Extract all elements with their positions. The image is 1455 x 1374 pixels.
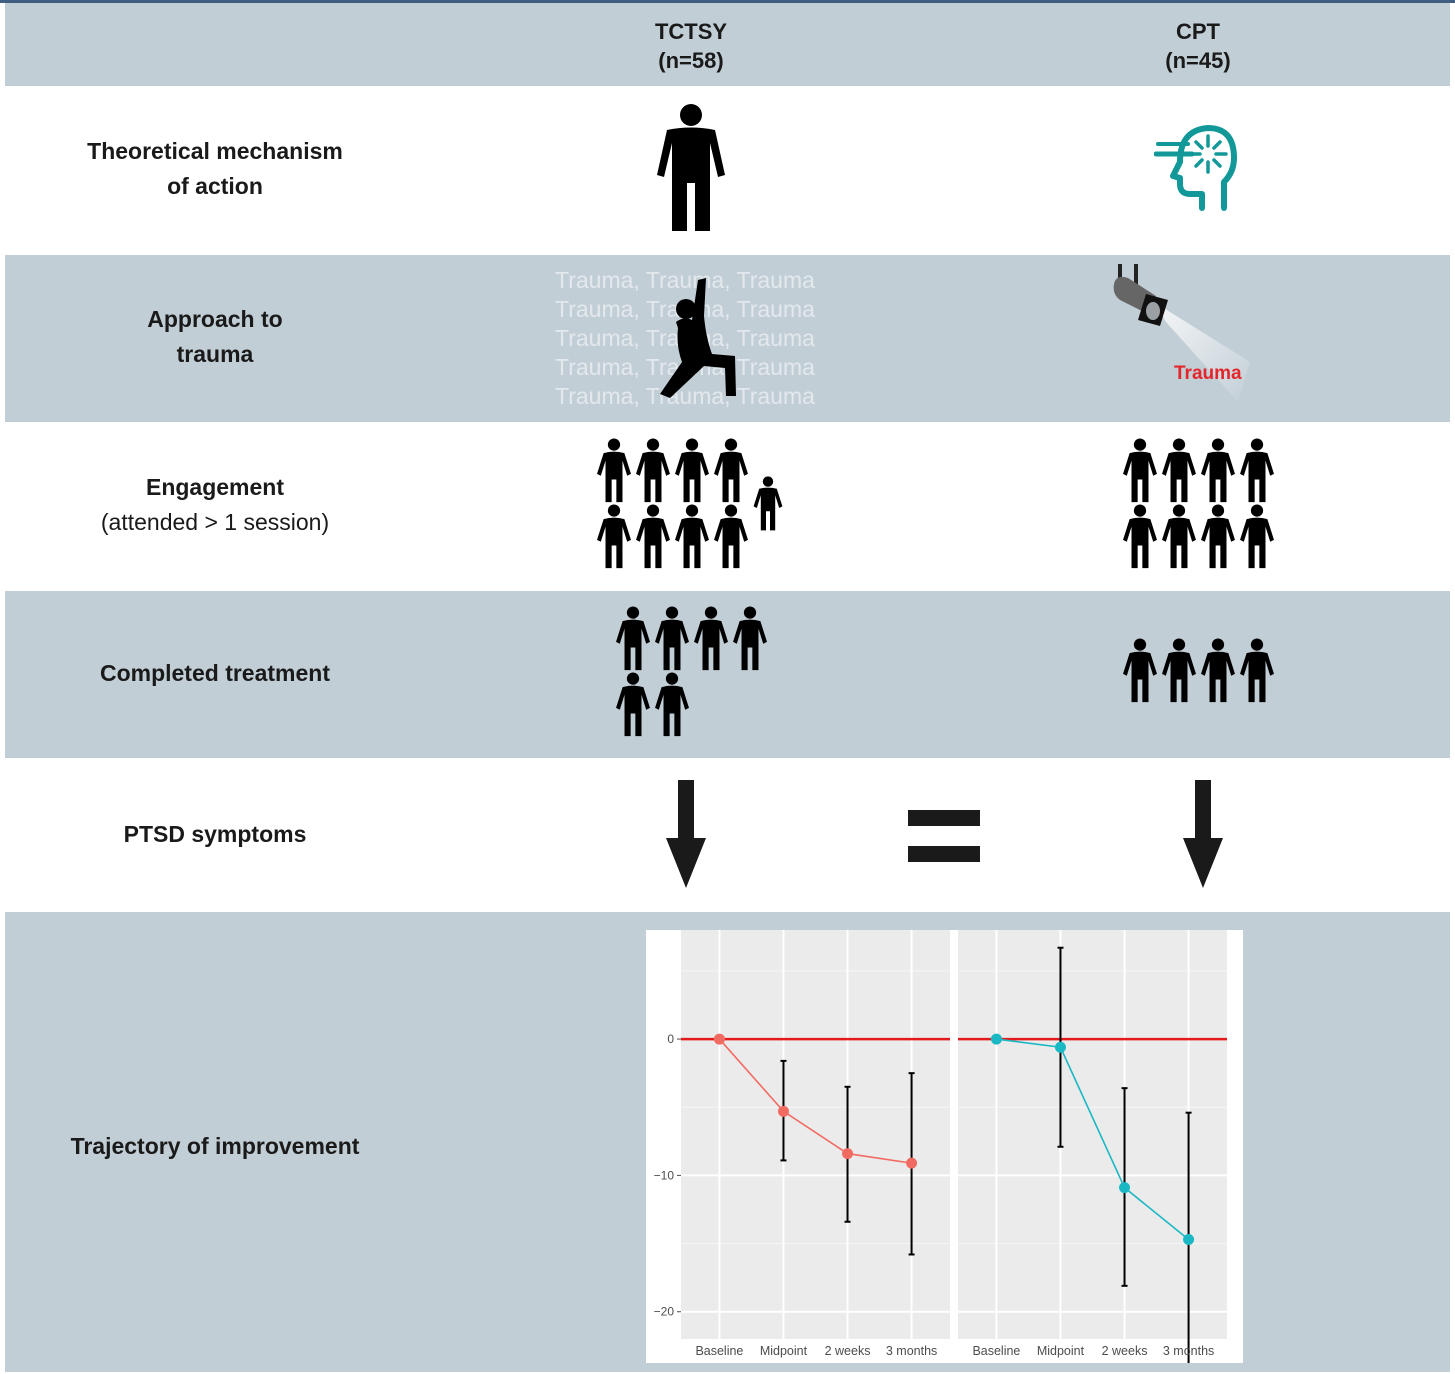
spotlight-icon (1113, 264, 1250, 402)
row-label-trajectory: Trajectory of improvement (5, 1129, 425, 1164)
cpt-n: (n=45) (1165, 48, 1231, 73)
row-label-mechanism: Theoretical mechanism of action (5, 134, 425, 204)
cpt-decrease-arrow-icon (1183, 780, 1223, 888)
engagement-tctsy-people (597, 438, 783, 569)
x-tick-label: 2 weeks (1102, 1344, 1148, 1358)
data-point (777, 1105, 789, 1117)
person-icon (655, 672, 689, 737)
completed-band (5, 591, 1450, 758)
series-line (996, 1038, 1190, 1241)
person-icon (636, 504, 670, 569)
person-icon (675, 504, 709, 569)
person-icon (616, 606, 650, 671)
person-icon (597, 438, 631, 503)
person-icon (1162, 504, 1196, 569)
trajectory-chart-svg: Baseline Midpoint 2 weeks 3 months 0 −10 −20 Ba… (654, 930, 1227, 1369)
x-tick-label: 2 weeks (825, 1344, 871, 1358)
x-tick-label: Baseline (972, 1344, 1020, 1358)
y-tick-label: −20 (654, 1305, 675, 1319)
trauma-text-line: Trauma, Trauma, Trauma (555, 383, 815, 409)
cpt-column-header: CPT (n=45) (1078, 17, 1318, 75)
x-tick-label: Midpoint (1037, 1344, 1085, 1358)
y-tick-label: 0 (667, 1032, 674, 1046)
data-point (906, 1157, 918, 1169)
person-icon (1162, 438, 1196, 503)
trajectory-chart: Baseline Midpoint 2 weeks 3 months 0 −10 −20 Ba… (646, 930, 1243, 1369)
ptsd-line1: PTSD symptoms (123, 821, 307, 847)
data-point (713, 1033, 725, 1045)
equals-icon (908, 810, 980, 862)
person-icon (714, 504, 748, 569)
yoga-pose-icon (660, 278, 736, 398)
person-icon (1123, 638, 1157, 703)
panel-background (958, 930, 1227, 1339)
panel-background (681, 930, 950, 1339)
person-icon (1201, 438, 1235, 503)
person-icon (1162, 638, 1196, 703)
x-tick-label: 3 months (1163, 1344, 1214, 1358)
data-point (990, 1033, 1002, 1045)
person-icon (714, 438, 748, 503)
spotlight-trauma-label: Trauma (1174, 363, 1242, 384)
person-icon (1240, 504, 1274, 569)
person-icon (1123, 438, 1157, 503)
person-icon (675, 438, 709, 503)
row-label-engagement: Engagement (attended > 1 session) (5, 470, 425, 540)
top-rule (0, 0, 1455, 3)
series-line (718, 1038, 912, 1164)
engagement-cpt-people (1123, 438, 1274, 569)
mechanism-line1: Theoretical mechanism (87, 138, 343, 164)
person-icon (1123, 504, 1157, 569)
x-tick-label: 3 months (886, 1344, 937, 1358)
person-icon (1240, 438, 1274, 503)
data-point (1183, 1233, 1195, 1245)
completed-tctsy-people (616, 606, 767, 737)
completed-cpt-people (1123, 638, 1274, 703)
tctsy-name: TCTSY (654, 19, 728, 44)
trajectory-line1: Trajectory of improvement (70, 1133, 360, 1159)
person-icon (636, 438, 670, 503)
person-icon (733, 606, 767, 671)
data-point (1054, 1041, 1066, 1053)
trauma-text-line: Trauma, Trauma, Trauma (555, 267, 815, 293)
completed-line1: Completed treatment (99, 660, 331, 686)
x-tick-label: Midpoint (760, 1344, 808, 1358)
person-icon (1201, 504, 1235, 569)
engagement-line1: Engagement (145, 474, 285, 500)
cognitive-head-icon (1154, 125, 1237, 211)
body-figure-icon (657, 104, 725, 231)
person-icon (597, 504, 631, 569)
row-label-ptsd: PTSD symptoms (5, 817, 425, 852)
row-label-completed: Completed treatment (5, 656, 425, 691)
person-icon (655, 606, 689, 671)
cpt-name: CPT (1176, 19, 1220, 44)
tctsy-n: (n=58) (658, 48, 724, 73)
tctsy-column-header: TCTSY (n=58) (571, 17, 811, 75)
data-point (1119, 1182, 1131, 1194)
partial-person-icon (753, 476, 783, 531)
approach-line1: Approach to (147, 306, 283, 332)
header-band (5, 3, 1450, 86)
person-icon (1240, 638, 1274, 703)
person-icon (1201, 638, 1235, 703)
data-point (842, 1148, 854, 1160)
mechanism-line2: of action (167, 173, 263, 199)
person-icon (616, 672, 650, 737)
approach-line2: trauma (176, 341, 254, 367)
row-label-approach: Approach to trauma (5, 302, 425, 372)
tctsy-decrease-arrow-icon (666, 780, 706, 888)
x-tick-label: Baseline (695, 1344, 743, 1358)
person-icon (694, 606, 728, 671)
engagement-line2: (attended > 1 session) (100, 509, 330, 535)
y-tick-label: −10 (654, 1168, 675, 1182)
